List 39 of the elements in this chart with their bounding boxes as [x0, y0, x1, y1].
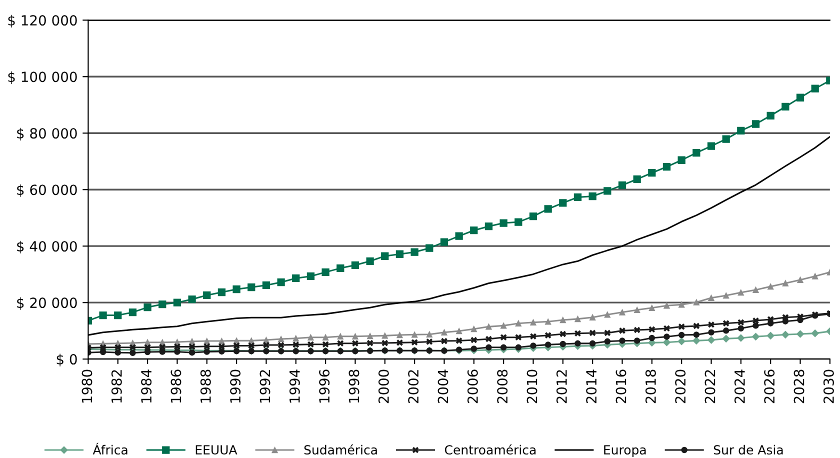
legend-label: Centroamérica [444, 444, 536, 455]
x-tick-label: 1994 [289, 370, 300, 403]
y-tick-label: $ 100 000 [8, 71, 77, 84]
x-tick-label: 2010 [526, 370, 538, 404]
x-tick-label: 2006 [467, 370, 478, 404]
x-tick-label: 2002 [408, 370, 419, 404]
x-tick-label: 2012 [556, 370, 567, 404]
x-tick-label: 2008 [497, 370, 508, 404]
x-tick-label: 1988 [200, 370, 211, 403]
x-tick-label: 2028 [794, 370, 804, 404]
x-tick-label: 1996 [319, 370, 330, 403]
y-tick-label: $ 60 000 [17, 184, 77, 197]
x-tick-label: 1992 [260, 370, 270, 403]
x-tick-label: 2022 [704, 370, 716, 404]
x-tick-label: 2030 [823, 370, 834, 404]
y-tick-label: $ 120 000 [8, 14, 77, 28]
x-tick-label: 1986 [170, 370, 182, 403]
legend-label: EEUUA [196, 445, 238, 455]
x-tick-label: 2026 [764, 370, 775, 404]
x-tick-label: 1984 [141, 370, 152, 403]
y-tick-label: $ 20 000 [17, 297, 77, 310]
x-tick-label: 2014 [586, 370, 597, 404]
y-tick-label: $ 80 000 [17, 128, 77, 140]
x-tick-label: 2018 [645, 370, 656, 404]
x-tick-label: 1982 [111, 370, 122, 403]
x-tick-label: 2024 [734, 370, 745, 404]
x-tick-label: 1980 [82, 370, 92, 403]
x-tick-label: 2000 [378, 370, 389, 404]
y-tick-label: $ 0 [56, 354, 77, 366]
x-tick-label: 2020 [675, 370, 686, 404]
legend-label: Sur de Asia [714, 444, 783, 455]
x-tick-label: 2016 [616, 370, 626, 404]
legend-label: África [92, 442, 128, 455]
y-tick-label: $ 40 000 [17, 240, 77, 254]
x-tick-label: 2004 [438, 370, 448, 404]
legend-label: Europa [604, 445, 646, 457]
x-tick-label: 1990 [230, 370, 241, 403]
legend-label: Sudamérica [304, 444, 377, 455]
x-tick-label: 1998 [348, 370, 360, 403]
